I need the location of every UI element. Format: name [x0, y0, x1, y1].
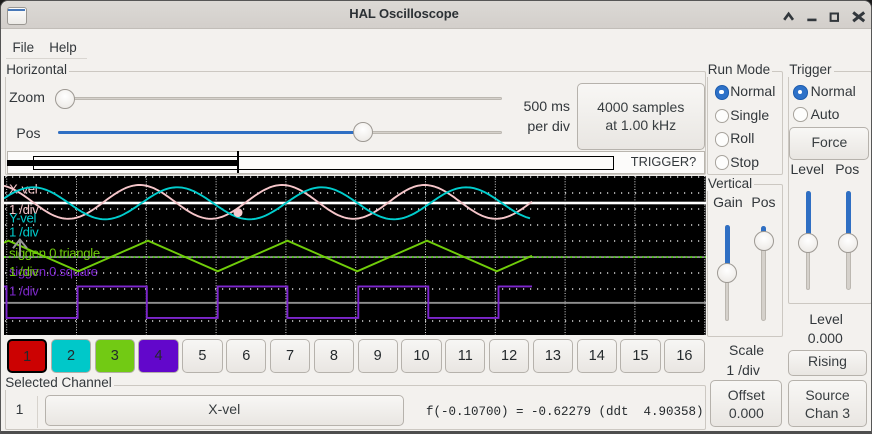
svg-text:1 /div: 1 /div [9, 202, 39, 217]
svg-text:Y-vel: Y-vel [9, 210, 37, 225]
svg-text:1 /div: 1 /div [9, 225, 39, 240]
svg-text:1 /div: 1 /div [9, 264, 39, 279]
svg-text:1 /div: 1 /div [9, 284, 39, 299]
svg-text:siggen.0.square: siggen.0.square [9, 264, 98, 279]
